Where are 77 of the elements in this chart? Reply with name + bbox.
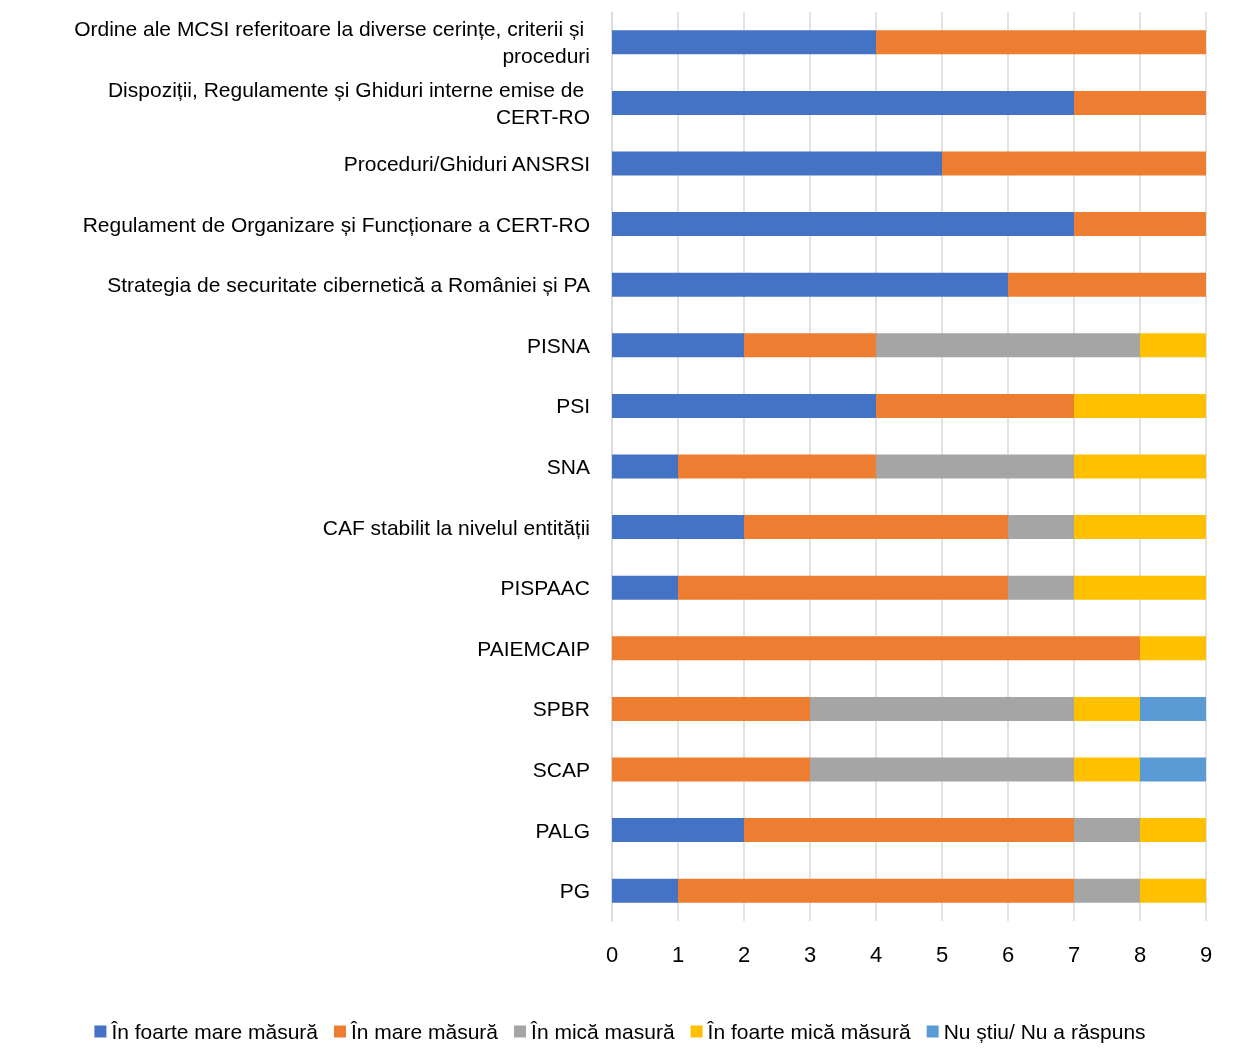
- bar: [612, 757, 810, 782]
- bar: [678, 454, 876, 479]
- x-tick-label: 5: [935, 941, 949, 967]
- bar: [876, 30, 1206, 55]
- x-tick-label: 0: [605, 941, 619, 967]
- bar: [612, 696, 810, 721]
- y-tick-label: PG: [559, 879, 590, 903]
- x-tick-label: 4: [869, 941, 883, 967]
- bar: [612, 878, 678, 903]
- bar: [678, 575, 1008, 600]
- bar: [612, 90, 1074, 115]
- x-tick-label: 7: [1067, 941, 1081, 967]
- y-tick-label: Proceduri/Ghiduri ANSRSI: [343, 152, 590, 175]
- bar: [1074, 696, 1140, 721]
- bar: [1074, 90, 1206, 115]
- bar: [1140, 757, 1206, 782]
- y-tick-label: PSI: [556, 394, 590, 418]
- legend-label: În mică masură: [530, 1020, 675, 1043]
- bar: [1140, 878, 1206, 903]
- bar: [1140, 818, 1206, 843]
- bar: [1074, 454, 1206, 479]
- x-tick-label: 6: [1001, 941, 1015, 967]
- y-tick-label: SPBR: [532, 697, 590, 721]
- legend-label: În foarte mare măsură: [110, 1020, 319, 1043]
- bar: [876, 393, 1074, 418]
- bar: [876, 333, 1140, 358]
- bar: [612, 636, 1140, 661]
- x-tick-label: 2: [737, 941, 751, 967]
- bar: [1074, 212, 1206, 237]
- x-tick-label: 3: [803, 941, 817, 967]
- bar: [942, 151, 1206, 176]
- bar: [1074, 878, 1140, 903]
- bar: [1008, 272, 1206, 297]
- x-tick-label: 9: [1199, 941, 1213, 967]
- bar: [744, 515, 1008, 540]
- bar: [1074, 575, 1206, 600]
- y-tick-label: PISPAAC: [500, 576, 590, 600]
- bar: [1140, 636, 1206, 661]
- bar: [678, 878, 1074, 903]
- legend-label: Nu știu/ Nu a răspuns: [943, 1020, 1146, 1043]
- y-tick-label: SCAP: [532, 758, 590, 781]
- bar: [876, 454, 1074, 479]
- y-tick-label: Dispoziții, Regulamente și Ghiduri interne emise de CERT-RO: [107, 77, 590, 128]
- bar: [612, 818, 744, 843]
- bar: [612, 272, 1008, 297]
- bar: [612, 575, 678, 600]
- bar: [1074, 757, 1140, 782]
- y-tick-label: CAF stabilit la nivelul entității: [322, 515, 590, 539]
- bar: [744, 818, 1074, 843]
- y-tick-label: Ordine ale MCSI referitoare la diverse cerințe, criterii și proceduri: [74, 17, 590, 68]
- y-tick-label: Strategia de securitate cibernetică a României și PA: [107, 273, 590, 297]
- y-tick-label: SNA: [546, 455, 590, 478]
- x-tick-label: 1: [671, 941, 685, 967]
- y-tick-label: Regulament de Organizare și Funcționare a CERT-RO: [82, 212, 590, 236]
- bar: [1074, 818, 1140, 843]
- y-tick-label: PALG: [535, 818, 590, 842]
- legend-label: În foarte mică măsură: [706, 1020, 911, 1043]
- bar: [1140, 333, 1206, 358]
- bar: [810, 757, 1074, 782]
- bar: [1074, 393, 1206, 418]
- bar: [1074, 515, 1206, 540]
- bar: [612, 212, 1074, 237]
- bar: [612, 454, 678, 479]
- bar: [1008, 575, 1074, 600]
- bar: [612, 333, 744, 358]
- bar: [1008, 515, 1074, 540]
- bar: [744, 333, 876, 358]
- y-tick-label: PISNA: [526, 333, 590, 357]
- bar: [1140, 696, 1206, 721]
- bar: [612, 151, 942, 176]
- x-tick-label: 8: [1133, 941, 1147, 967]
- bar: [612, 30, 876, 55]
- y-tick-label: PAIEMCAIP: [477, 636, 590, 660]
- legend-label: În mare măsură: [349, 1020, 499, 1043]
- bar: [810, 696, 1074, 721]
- bar: [612, 393, 876, 418]
- bar: [612, 515, 744, 540]
